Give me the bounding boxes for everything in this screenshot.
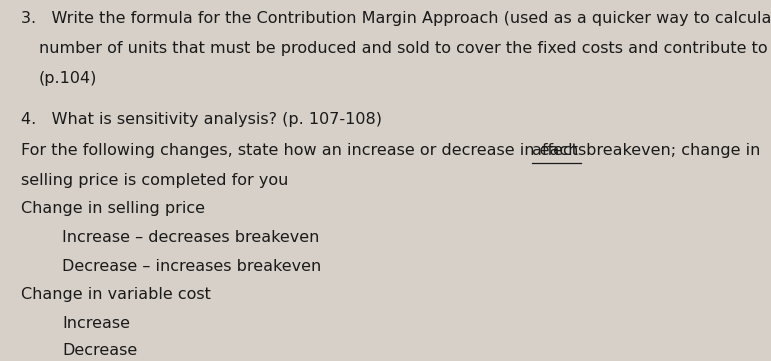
Text: selling price is completed for you: selling price is completed for you: [21, 173, 288, 188]
Text: 3.   Write the formula for the Contribution Margin Approach (used as a quicker w: 3. Write the formula for the Contributio…: [21, 11, 771, 26]
Text: Decrease – increases breakeven: Decrease – increases breakeven: [62, 258, 322, 274]
Text: Change in selling price: Change in selling price: [21, 201, 204, 217]
Text: Change in variable cost: Change in variable cost: [21, 287, 210, 302]
Text: number of units that must be produced and sold to cover the fixed costs and cont: number of units that must be produced an…: [39, 41, 771, 56]
Text: (p.104): (p.104): [39, 71, 97, 86]
Text: Decrease: Decrease: [62, 343, 138, 358]
Text: breakeven; change in: breakeven; change in: [581, 143, 760, 158]
Text: affects: affects: [531, 143, 586, 158]
Text: Increase – decreases breakeven: Increase – decreases breakeven: [62, 230, 320, 245]
Text: 4.   What is sensitivity analysis? (p. 107-108): 4. What is sensitivity analysis? (p. 107…: [21, 112, 382, 127]
Text: For the following changes, state how an increase or decrease in each: For the following changes, state how an …: [21, 143, 583, 158]
Text: Increase: Increase: [62, 316, 130, 331]
